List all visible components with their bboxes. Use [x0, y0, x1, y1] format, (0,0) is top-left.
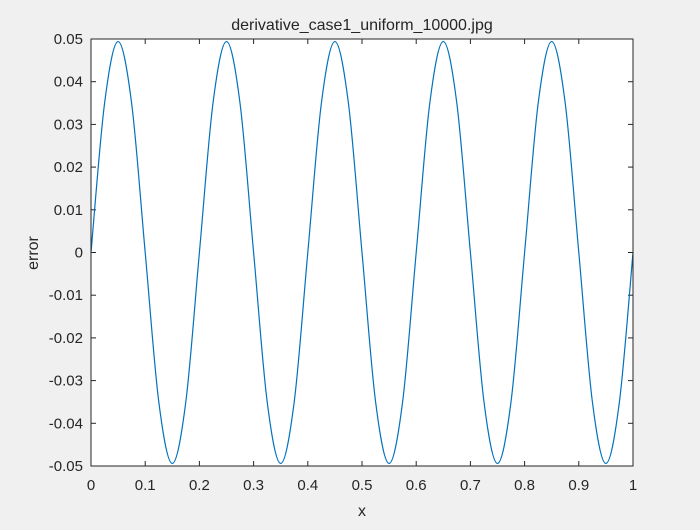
x-axis-ticks: 0 0.1 0.2 0.3 0.4 0.5 0.6 0.7 0.8 0.9 1 [87, 39, 637, 494]
x-tick-label: 0.1 [135, 477, 156, 494]
x-tick-label: 0.3 [243, 477, 264, 494]
y-tick-label: -0.05 [49, 458, 83, 475]
y-axis-ticks: -0.05 -0.04 -0.03 -0.02 -0.01 0 0.01 0.02 0.03 0.… [49, 31, 633, 475]
x-tick-label: 0.5 [352, 477, 373, 494]
x-tick-label: 0.9 [568, 477, 589, 494]
x-tick-label: 0.6 [406, 477, 427, 494]
y-tick-label: 0 [75, 245, 83, 262]
plot-area-border [90, 38, 634, 467]
y-tick-label: -0.03 [49, 373, 83, 390]
x-tick-label: 0.8 [514, 477, 535, 494]
x-tick-label: 1 [629, 477, 637, 494]
series-layer [90, 40, 634, 465]
x-tick-label: 0.2 [189, 477, 210, 494]
y-tick-label: 0.05 [54, 31, 83, 48]
y-tick-label: -0.01 [49, 287, 83, 304]
y-tick-label: 0.04 [54, 74, 83, 91]
y-axis-label: error [25, 235, 42, 269]
x-tick-label: 0.7 [460, 477, 481, 494]
x-tick-label: 0 [87, 477, 95, 494]
series-line-0 [90, 40, 634, 465]
y-tick-label: -0.02 [49, 330, 83, 347]
x-axis-label: x [358, 503, 366, 520]
y-tick-label: -0.04 [49, 415, 83, 432]
y-tick-label: 0.01 [54, 202, 83, 219]
y-tick-label: 0.03 [54, 116, 83, 133]
x-tick-label: 0.4 [297, 477, 318, 494]
chart-title: derivative_case1_uniform_10000.jpg [231, 17, 493, 34]
y-tick-label: 0.02 [54, 159, 83, 176]
